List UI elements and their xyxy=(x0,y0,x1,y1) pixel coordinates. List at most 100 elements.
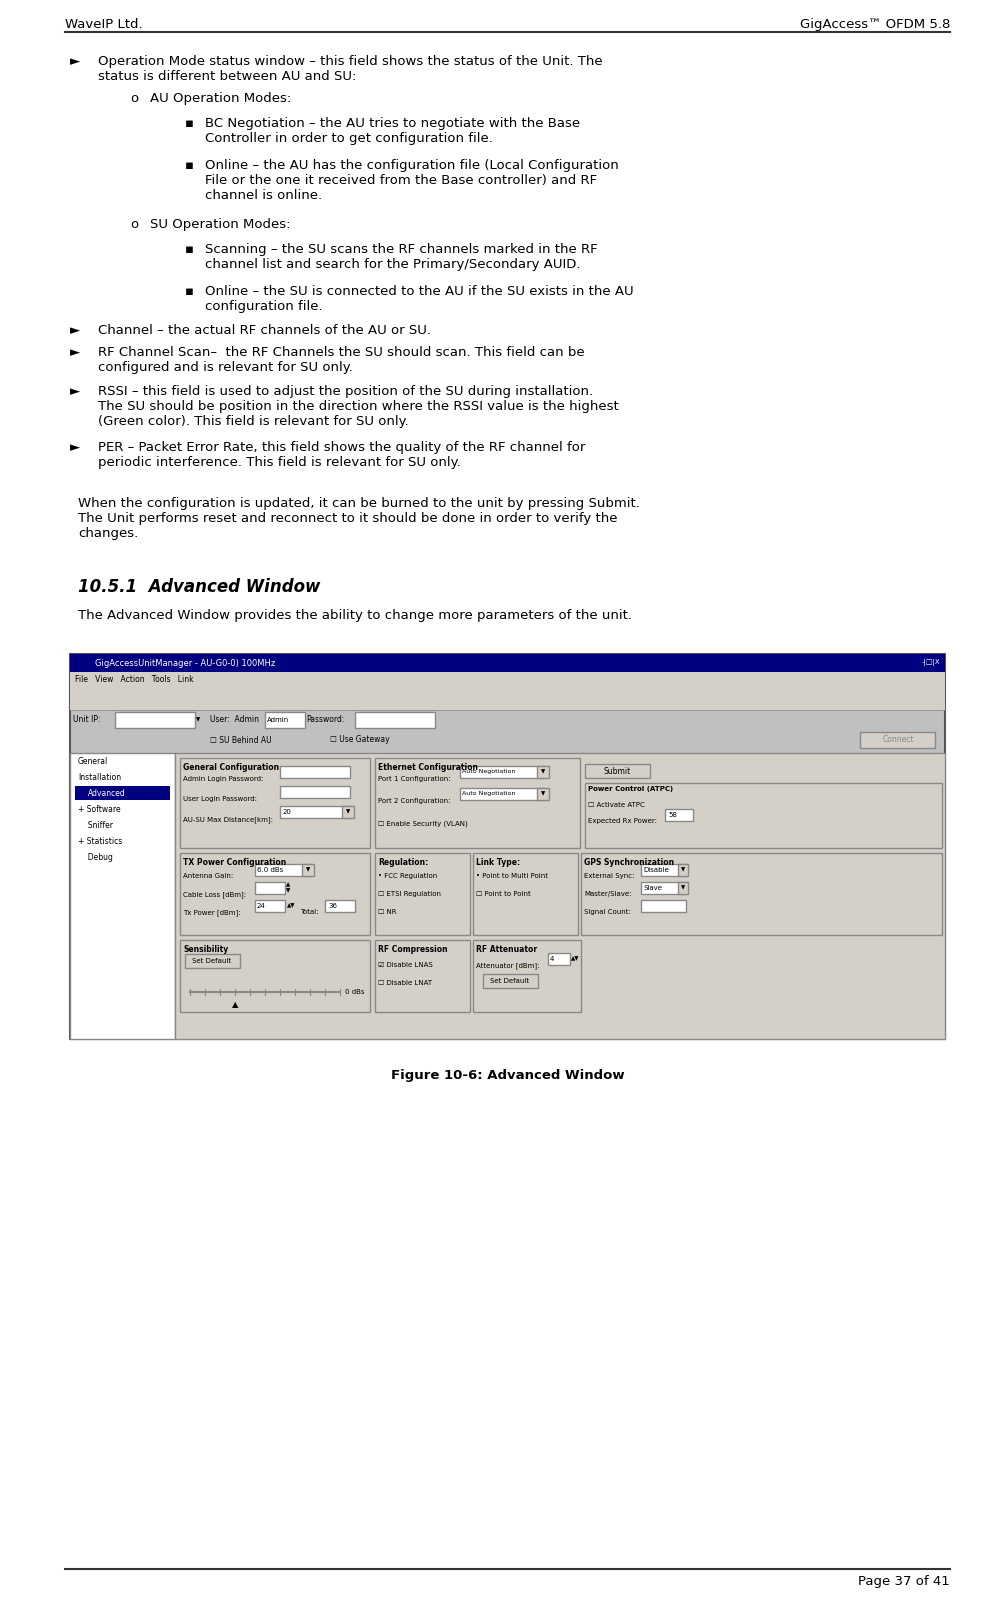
Text: ▲
▼: ▲ ▼ xyxy=(286,883,290,893)
Text: Cable Loss [dBm]:: Cable Loss [dBm]: xyxy=(182,891,246,898)
Text: Scanning – the SU scans the RF channels marked in the RF
channel list and search: Scanning – the SU scans the RF channels … xyxy=(205,243,597,271)
Bar xyxy=(179,853,370,934)
Text: ▼: ▼ xyxy=(540,770,544,775)
Bar xyxy=(70,655,944,672)
Bar xyxy=(677,882,687,894)
Text: User:  Admin: User: Admin xyxy=(210,715,258,725)
Text: User Login Password:: User Login Password: xyxy=(182,795,256,802)
Text: Power Control (ATPC): Power Control (ATPC) xyxy=(588,786,672,792)
Text: WaveIP Ltd.: WaveIP Ltd. xyxy=(65,18,143,30)
Text: ☐ SU Behind AU: ☐ SU Behind AU xyxy=(210,736,271,744)
Text: o: o xyxy=(130,219,138,232)
Bar xyxy=(640,901,685,912)
Text: GigAccess™ OFDM 5.8: GigAccess™ OFDM 5.8 xyxy=(799,18,950,30)
Text: Expected Rx Power:: Expected Rx Power: xyxy=(588,818,657,824)
Bar xyxy=(472,853,578,934)
Text: Installation: Installation xyxy=(78,773,121,781)
Text: Signal Count:: Signal Count: xyxy=(584,909,630,915)
Text: ►: ► xyxy=(70,54,80,69)
Text: Admin: Admin xyxy=(267,717,289,723)
Bar xyxy=(179,941,370,1012)
Text: External Sync:: External Sync: xyxy=(584,874,634,878)
Text: Slave: Slave xyxy=(642,885,662,891)
Text: Page 37 of 41: Page 37 of 41 xyxy=(858,1575,950,1587)
Text: • Point to Multi Point: • Point to Multi Point xyxy=(475,874,547,878)
Text: AU Operation Modes:: AU Operation Modes: xyxy=(150,93,291,105)
Bar xyxy=(254,882,285,894)
Bar xyxy=(342,806,354,818)
Bar xyxy=(70,754,175,1040)
Bar xyxy=(280,806,350,818)
Text: Disable: Disable xyxy=(642,867,669,874)
Bar xyxy=(179,759,370,848)
Text: + Software: + Software xyxy=(78,805,120,813)
Bar xyxy=(585,783,941,848)
Text: ▲▼: ▲▼ xyxy=(571,957,579,961)
Bar xyxy=(536,767,548,778)
Text: ▪: ▪ xyxy=(184,117,194,129)
Bar xyxy=(115,712,195,728)
Text: • FCC Regulation: • FCC Regulation xyxy=(378,874,437,878)
Text: + Statistics: + Statistics xyxy=(78,837,122,845)
Text: File   View   Action   Tools   Link: File View Action Tools Link xyxy=(75,676,193,685)
Text: Unit IP:: Unit IP: xyxy=(73,715,101,725)
Text: Debug: Debug xyxy=(83,853,112,861)
Bar xyxy=(859,731,934,747)
Bar xyxy=(640,882,685,894)
Text: Submit: Submit xyxy=(602,767,630,776)
Bar xyxy=(375,759,580,848)
Text: Online – the SU is connected to the AU if the SU exists in the AU
configuration : Online – the SU is connected to the AU i… xyxy=(205,284,633,313)
Bar xyxy=(581,853,941,934)
Text: ▼: ▼ xyxy=(196,717,200,722)
Text: Figure 10-6: Advanced Window: Figure 10-6: Advanced Window xyxy=(390,1068,624,1083)
Bar xyxy=(375,941,469,1012)
Text: AU-SU Max Distance[km]:: AU-SU Max Distance[km]: xyxy=(182,816,273,822)
Text: Operation Mode status window – this field shows the status of the Unit. The
stat: Operation Mode status window – this fiel… xyxy=(98,54,602,83)
Text: 10.5.1  Advanced Window: 10.5.1 Advanced Window xyxy=(78,578,320,596)
Text: ▪: ▪ xyxy=(184,160,194,172)
Text: 4: 4 xyxy=(549,957,554,961)
Bar xyxy=(665,810,692,821)
Text: ▲▼: ▲▼ xyxy=(287,904,295,909)
Bar xyxy=(70,655,944,1040)
Text: Connect: Connect xyxy=(881,736,913,744)
Text: ▼: ▼ xyxy=(680,867,684,872)
Text: ☐ ETSI Regulation: ☐ ETSI Regulation xyxy=(378,891,441,898)
Text: Auto Negotiation: Auto Negotiation xyxy=(461,770,515,775)
Text: ☐ Point to Point: ☐ Point to Point xyxy=(475,891,530,898)
Text: ☐ Enable Security (VLAN): ☐ Enable Security (VLAN) xyxy=(378,819,467,827)
Text: Sniffer: Sniffer xyxy=(83,821,112,829)
Text: RF Compression: RF Compression xyxy=(378,945,448,953)
Text: ►: ► xyxy=(70,441,80,454)
Text: Antenna Gain:: Antenna Gain: xyxy=(182,874,233,878)
Bar xyxy=(254,901,285,912)
Text: RF Attenuator: RF Attenuator xyxy=(475,945,536,953)
Bar xyxy=(280,786,350,798)
Text: ☑ Disable LNAS: ☑ Disable LNAS xyxy=(378,961,432,968)
Text: 36: 36 xyxy=(327,902,336,909)
Bar xyxy=(472,941,581,1012)
Bar xyxy=(375,853,469,934)
Text: -|□|X: -|□|X xyxy=(921,660,939,666)
Text: ►: ► xyxy=(70,347,80,359)
Text: ▪: ▪ xyxy=(184,243,194,256)
Bar xyxy=(175,754,944,1040)
Text: Advanced: Advanced xyxy=(88,789,125,797)
Text: ►: ► xyxy=(70,324,80,337)
Bar xyxy=(482,974,537,989)
Bar xyxy=(302,864,314,877)
Bar xyxy=(585,763,650,778)
Text: Attenuator [dBm]:: Attenuator [dBm]: xyxy=(475,961,539,969)
Bar xyxy=(459,767,544,778)
Text: Port 1 Configuration:: Port 1 Configuration: xyxy=(378,776,451,783)
Text: ☐ Use Gateway: ☐ Use Gateway xyxy=(329,736,389,744)
Bar xyxy=(70,672,944,688)
Text: Master/Slave:: Master/Slave: xyxy=(584,891,631,898)
Text: ☐ Disable LNAT: ☐ Disable LNAT xyxy=(378,981,432,985)
Text: ☐ NR: ☐ NR xyxy=(378,909,396,915)
Text: ▼: ▼ xyxy=(306,867,310,872)
Bar xyxy=(536,787,548,800)
Text: Set Default: Set Default xyxy=(192,958,232,965)
Text: GigAccessUnitManager - AU-G0-0) 100MHz: GigAccessUnitManager - AU-G0-0) 100MHz xyxy=(95,658,275,668)
Text: ▲: ▲ xyxy=(232,1000,238,1009)
